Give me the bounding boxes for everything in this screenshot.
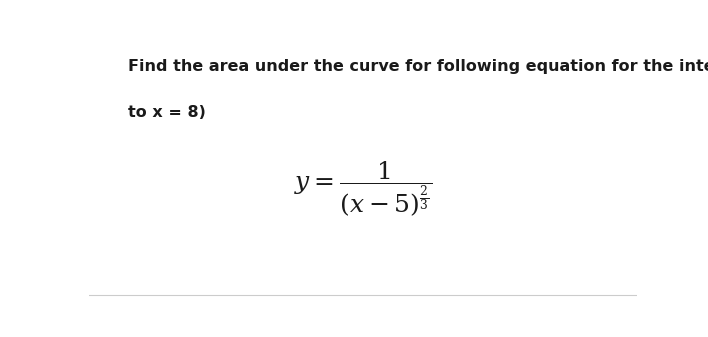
Text: Find the area under the curve for following equation for the interval (x = 0: Find the area under the curve for follow… [128,59,708,73]
Text: to x = 8): to x = 8) [128,105,206,120]
Text: $y = \dfrac{1}{(x-5)^{\frac{2}{3}}}$: $y = \dfrac{1}{(x-5)^{\frac{2}{3}}}$ [294,159,432,218]
